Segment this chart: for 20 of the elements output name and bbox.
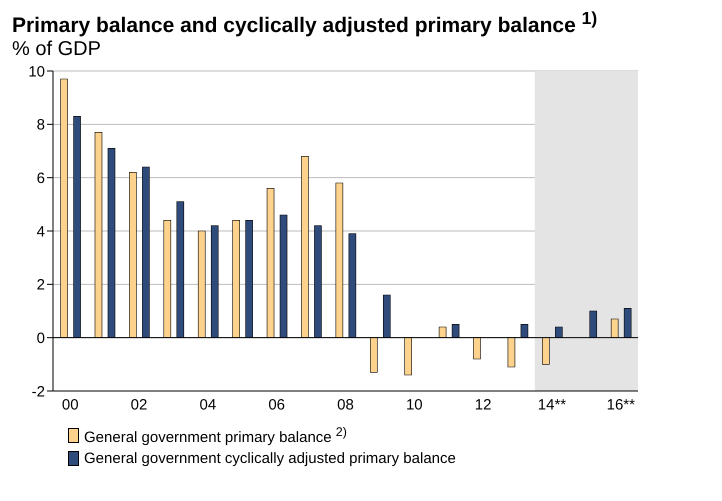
y-tick-label: 2 [36, 276, 45, 294]
legend-label: General government cyclically adjusted primary balance [84, 450, 456, 467]
x-tick-label: 08 [337, 396, 354, 414]
y-tick-label: 0 [36, 330, 45, 347]
x-tick-label: 16** [606, 396, 636, 414]
y-tick-label: 8 [36, 116, 45, 134]
x-tick-label: 10 [406, 396, 423, 414]
x-tick-label: 04 [200, 396, 216, 414]
x-tick-label: 00 [62, 396, 79, 414]
y-tick-label: -2 [32, 383, 45, 400]
x-tick-label: 02 [130, 396, 148, 414]
chart-subtitle: % of GDP [12, 38, 102, 61]
x-tick-label: 06 [268, 396, 286, 414]
chart-title: Primary balance and cyclically adjusted primary balance $^{1)}$ [12, 8, 598, 38]
y-tick-label: 6 [36, 170, 45, 187]
x-tick-label: 12 [474, 396, 492, 414]
x-tick-label: 14** [538, 396, 566, 414]
legend-label: General government primary balance $^{2)}$ [84, 425, 347, 446]
y-tick-label: 10 [28, 63, 45, 80]
y-tick-label: 4 [36, 223, 45, 240]
